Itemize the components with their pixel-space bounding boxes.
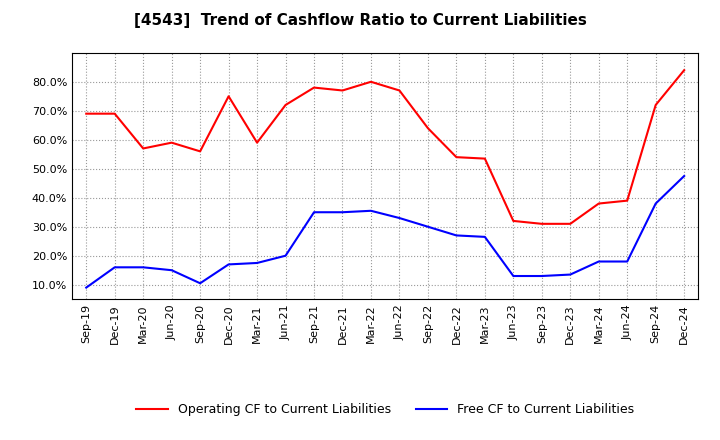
Free CF to Current Liabilities [423, 224, 432, 229]
Free CF to Current Liabilities [139, 265, 148, 270]
Free CF to Current Liabilities [310, 209, 318, 215]
Operating CF to Current Liabilities [680, 68, 688, 73]
Free CF to Current Liabilities [537, 273, 546, 279]
Operating CF to Current Liabilities [395, 88, 404, 93]
Operating CF to Current Liabilities [423, 125, 432, 131]
Free CF to Current Liabilities [680, 173, 688, 179]
Operating CF to Current Liabilities [566, 221, 575, 227]
Operating CF to Current Liabilities [537, 221, 546, 227]
Free CF to Current Liabilities [652, 201, 660, 206]
Operating CF to Current Liabilities [338, 88, 347, 93]
Operating CF to Current Liabilities [282, 103, 290, 108]
Operating CF to Current Liabilities [595, 201, 603, 206]
Operating CF to Current Liabilities [196, 149, 204, 154]
Operating CF to Current Liabilities [82, 111, 91, 116]
Line: Free CF to Current Liabilities: Free CF to Current Liabilities [86, 176, 684, 288]
Operating CF to Current Liabilities [652, 103, 660, 108]
Free CF to Current Liabilities [82, 285, 91, 290]
Legend: Operating CF to Current Liabilities, Free CF to Current Liabilities: Operating CF to Current Liabilities, Fre… [131, 398, 639, 421]
Operating CF to Current Liabilities [480, 156, 489, 161]
Operating CF to Current Liabilities [623, 198, 631, 203]
Free CF to Current Liabilities [338, 209, 347, 215]
Operating CF to Current Liabilities [253, 140, 261, 145]
Free CF to Current Liabilities [595, 259, 603, 264]
Operating CF to Current Liabilities [139, 146, 148, 151]
Free CF to Current Liabilities [395, 216, 404, 221]
Operating CF to Current Liabilities [225, 94, 233, 99]
Free CF to Current Liabilities [509, 273, 518, 279]
Free CF to Current Liabilities [167, 268, 176, 273]
Operating CF to Current Liabilities [366, 79, 375, 84]
Free CF to Current Liabilities [110, 265, 119, 270]
Operating CF to Current Liabilities [509, 218, 518, 224]
Operating CF to Current Liabilities [452, 154, 461, 160]
Free CF to Current Liabilities [452, 233, 461, 238]
Free CF to Current Liabilities [366, 208, 375, 213]
Free CF to Current Liabilities [566, 272, 575, 277]
Free CF to Current Liabilities [225, 262, 233, 267]
Text: [4543]  Trend of Cashflow Ratio to Current Liabilities: [4543] Trend of Cashflow Ratio to Curren… [134, 13, 586, 28]
Operating CF to Current Liabilities [110, 111, 119, 116]
Operating CF to Current Liabilities [310, 85, 318, 90]
Free CF to Current Liabilities [623, 259, 631, 264]
Free CF to Current Liabilities [282, 253, 290, 258]
Free CF to Current Liabilities [196, 281, 204, 286]
Line: Operating CF to Current Liabilities: Operating CF to Current Liabilities [86, 70, 684, 224]
Free CF to Current Liabilities [480, 234, 489, 239]
Operating CF to Current Liabilities [167, 140, 176, 145]
Free CF to Current Liabilities [253, 260, 261, 266]
